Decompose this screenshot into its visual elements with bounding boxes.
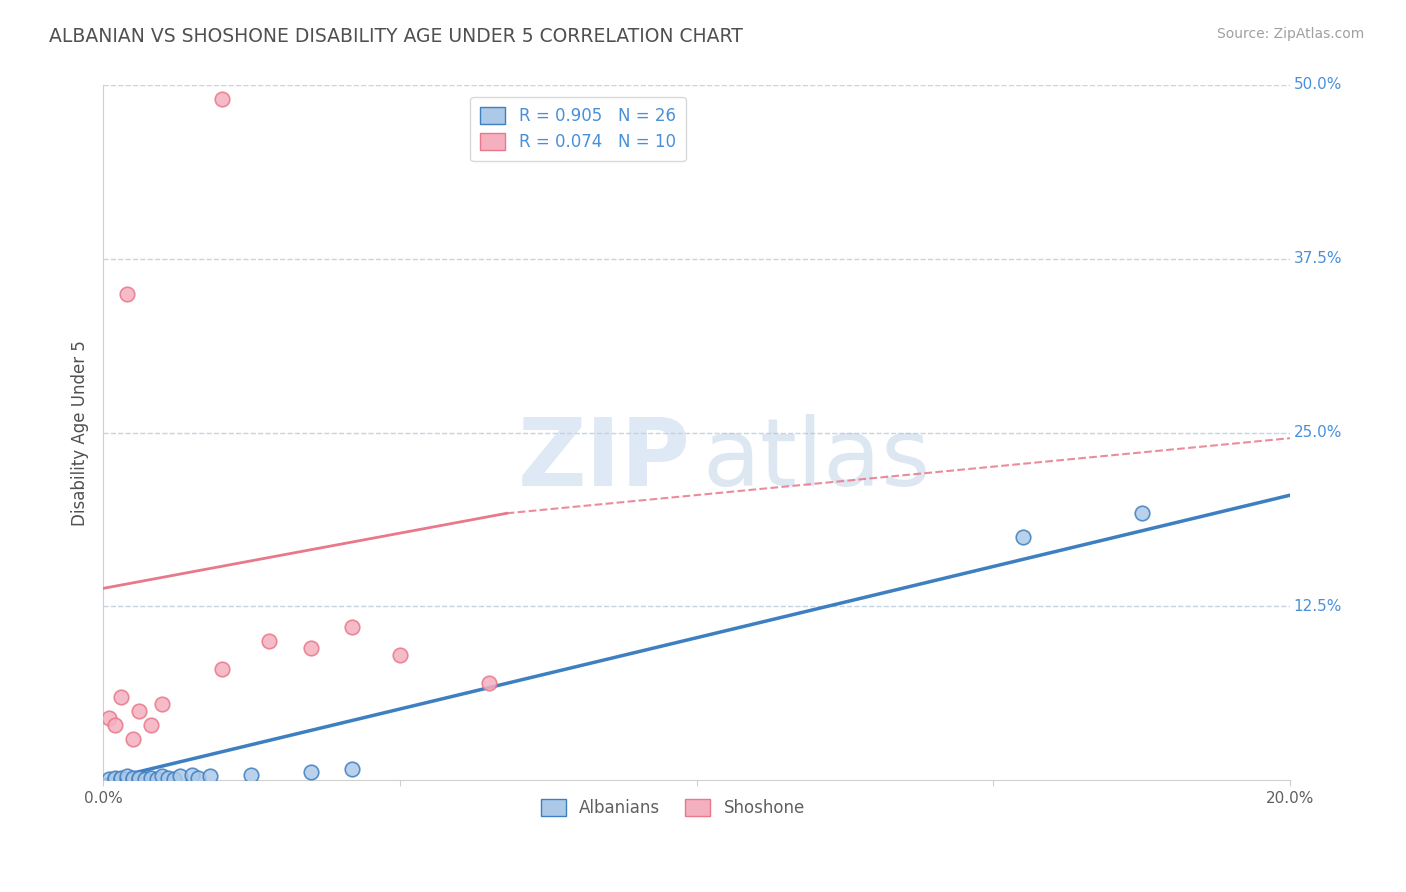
Point	[115, 772, 138, 786]
Point	[1012, 530, 1035, 544]
Text: 25.0%: 25.0%	[1294, 425, 1341, 440]
Point	[98, 711, 121, 725]
Point	[388, 648, 411, 662]
Point	[152, 769, 174, 783]
Point	[187, 771, 209, 785]
Point	[104, 771, 127, 785]
Point	[121, 772, 143, 786]
Text: ALBANIAN VS SHOSHONE DISABILITY AGE UNDER 5 CORRELATION CHART: ALBANIAN VS SHOSHONE DISABILITY AGE UNDE…	[49, 27, 744, 45]
Point	[110, 771, 132, 785]
Point	[98, 772, 121, 786]
Point	[1130, 506, 1153, 520]
Point	[110, 690, 132, 704]
Text: 12.5%: 12.5%	[1294, 599, 1341, 614]
Y-axis label: Disability Age Under 5: Disability Age Under 5	[72, 340, 89, 525]
Point	[128, 772, 150, 786]
Point	[478, 676, 501, 690]
Point	[342, 762, 364, 776]
Point	[169, 769, 191, 783]
Point	[259, 634, 281, 648]
Text: 37.5%: 37.5%	[1294, 252, 1343, 267]
Point	[139, 717, 162, 731]
Point	[145, 772, 167, 786]
Point	[110, 772, 132, 786]
Text: atlas: atlas	[703, 415, 931, 507]
Point	[115, 769, 138, 783]
Point	[121, 771, 143, 785]
Text: 50.0%: 50.0%	[1294, 78, 1341, 93]
Point	[115, 286, 138, 301]
Point	[104, 717, 127, 731]
Point	[211, 662, 233, 676]
Point	[104, 772, 127, 786]
Text: ZIP: ZIP	[517, 415, 690, 507]
Point	[198, 769, 221, 783]
Point	[299, 641, 322, 656]
Point	[181, 768, 204, 782]
Point	[152, 697, 174, 711]
Text: Source: ZipAtlas.com: Source: ZipAtlas.com	[1216, 27, 1364, 41]
Point	[121, 731, 143, 746]
Point	[128, 771, 150, 785]
Point	[240, 768, 263, 782]
Point	[163, 772, 186, 786]
Legend: Albanians, Shoshone: Albanians, Shoshone	[534, 793, 811, 824]
Point	[139, 771, 162, 785]
Point	[157, 771, 180, 785]
Point	[211, 92, 233, 106]
Point	[134, 772, 156, 786]
Point	[128, 704, 150, 718]
Point	[299, 764, 322, 779]
Point	[342, 620, 364, 634]
